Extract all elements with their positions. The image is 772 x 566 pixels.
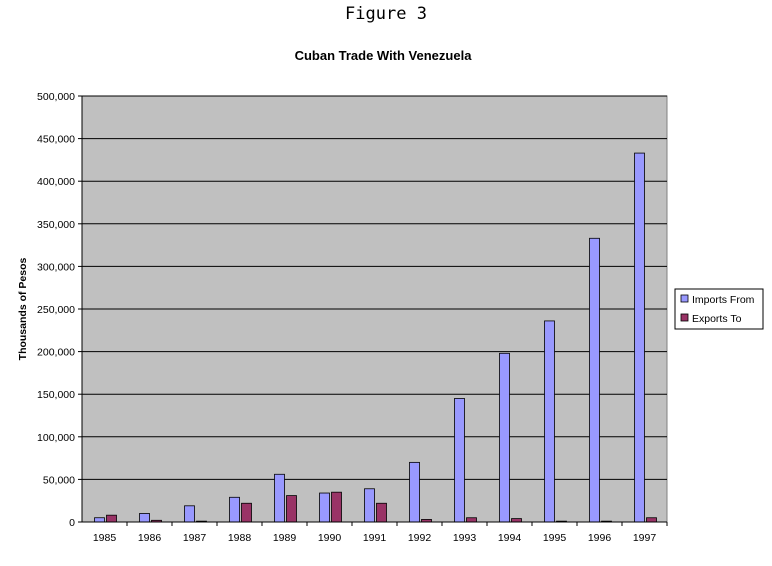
x-tick-label: 1989 [273,532,297,544]
figure-label: Figure 3 [345,4,427,24]
legend-swatch-exports [680,313,689,322]
bar-imports-1988 [229,496,240,523]
bar-exports-1988 [241,502,252,523]
bars [94,152,657,523]
y-tick-label: 150,000 [37,389,75,401]
x-tick-label: 1993 [453,532,477,544]
bar-imports-1987 [184,505,195,523]
chart-title: Cuban Trade With Venezuela [295,48,473,63]
bar-imports-1986 [139,513,150,523]
bar-imports-1996 [589,237,600,523]
x-tick-labels: 1985 1986 1987 1988 1989 1990 1991 1992 1993 1994… [93,522,668,544]
y-tick-label: 500,000 [37,91,75,103]
bar-imports-1990 [319,492,330,523]
legend-label-imports: Imports From [692,294,755,306]
bar-exports-1985 [106,514,117,523]
y-tick-label: 350,000 [37,219,75,231]
legend: Imports From Exports To [674,288,764,330]
bar-exports-1989 [286,495,297,523]
y-tick-label: 250,000 [37,304,75,316]
x-tick-label: 1997 [633,532,657,544]
bar-exports-1993 [466,517,477,523]
y-tick-label: 100,000 [37,432,75,444]
x-tick-label: 1994 [498,532,522,544]
y-axis-label: Thousands of Pesos [17,258,29,361]
gridlines [82,95,667,480]
x-tick-label: 1985 [93,532,117,544]
y-tick-label: 0 [69,517,75,529]
bar-exports-1994 [511,518,522,523]
x-tick-label: 1995 [543,532,567,544]
y-tick-label: 300,000 [37,261,75,273]
x-tick-label: 1986 [138,532,162,544]
legend-box [674,288,764,330]
bar-imports-1997 [634,152,645,523]
bar-imports-1995 [544,320,555,523]
y-tick-label: 50,000 [43,474,75,486]
bar-imports-1991 [364,488,375,523]
x-tick-label: 1992 [408,532,432,544]
bar-imports-1992 [409,461,420,523]
x-tick-label: 1991 [363,532,387,544]
legend-label-exports: Exports To [692,313,742,325]
y-tick-label: 400,000 [37,176,75,188]
bar-exports-1990 [331,491,342,523]
x-tick-label: 1988 [228,532,252,544]
bar-imports-1989 [274,473,285,523]
y-tick-label: 450,000 [37,134,75,146]
bar-exports-1997 [646,517,657,523]
legend-swatch-imports [680,294,689,303]
x-tick-label: 1990 [318,532,342,544]
x-tick-label: 1996 [588,532,612,544]
bar-imports-1994 [499,352,510,523]
bar-imports-1985 [94,517,105,523]
bar-imports-1993 [454,398,465,523]
x-tick-label: 1987 [183,532,207,544]
bar-exports-1991 [376,502,387,523]
y-tick-labels: 0 50,000 100,000 150,000 200,000 250,000 300,0… [37,91,82,529]
y-tick-label: 200,000 [37,347,75,359]
